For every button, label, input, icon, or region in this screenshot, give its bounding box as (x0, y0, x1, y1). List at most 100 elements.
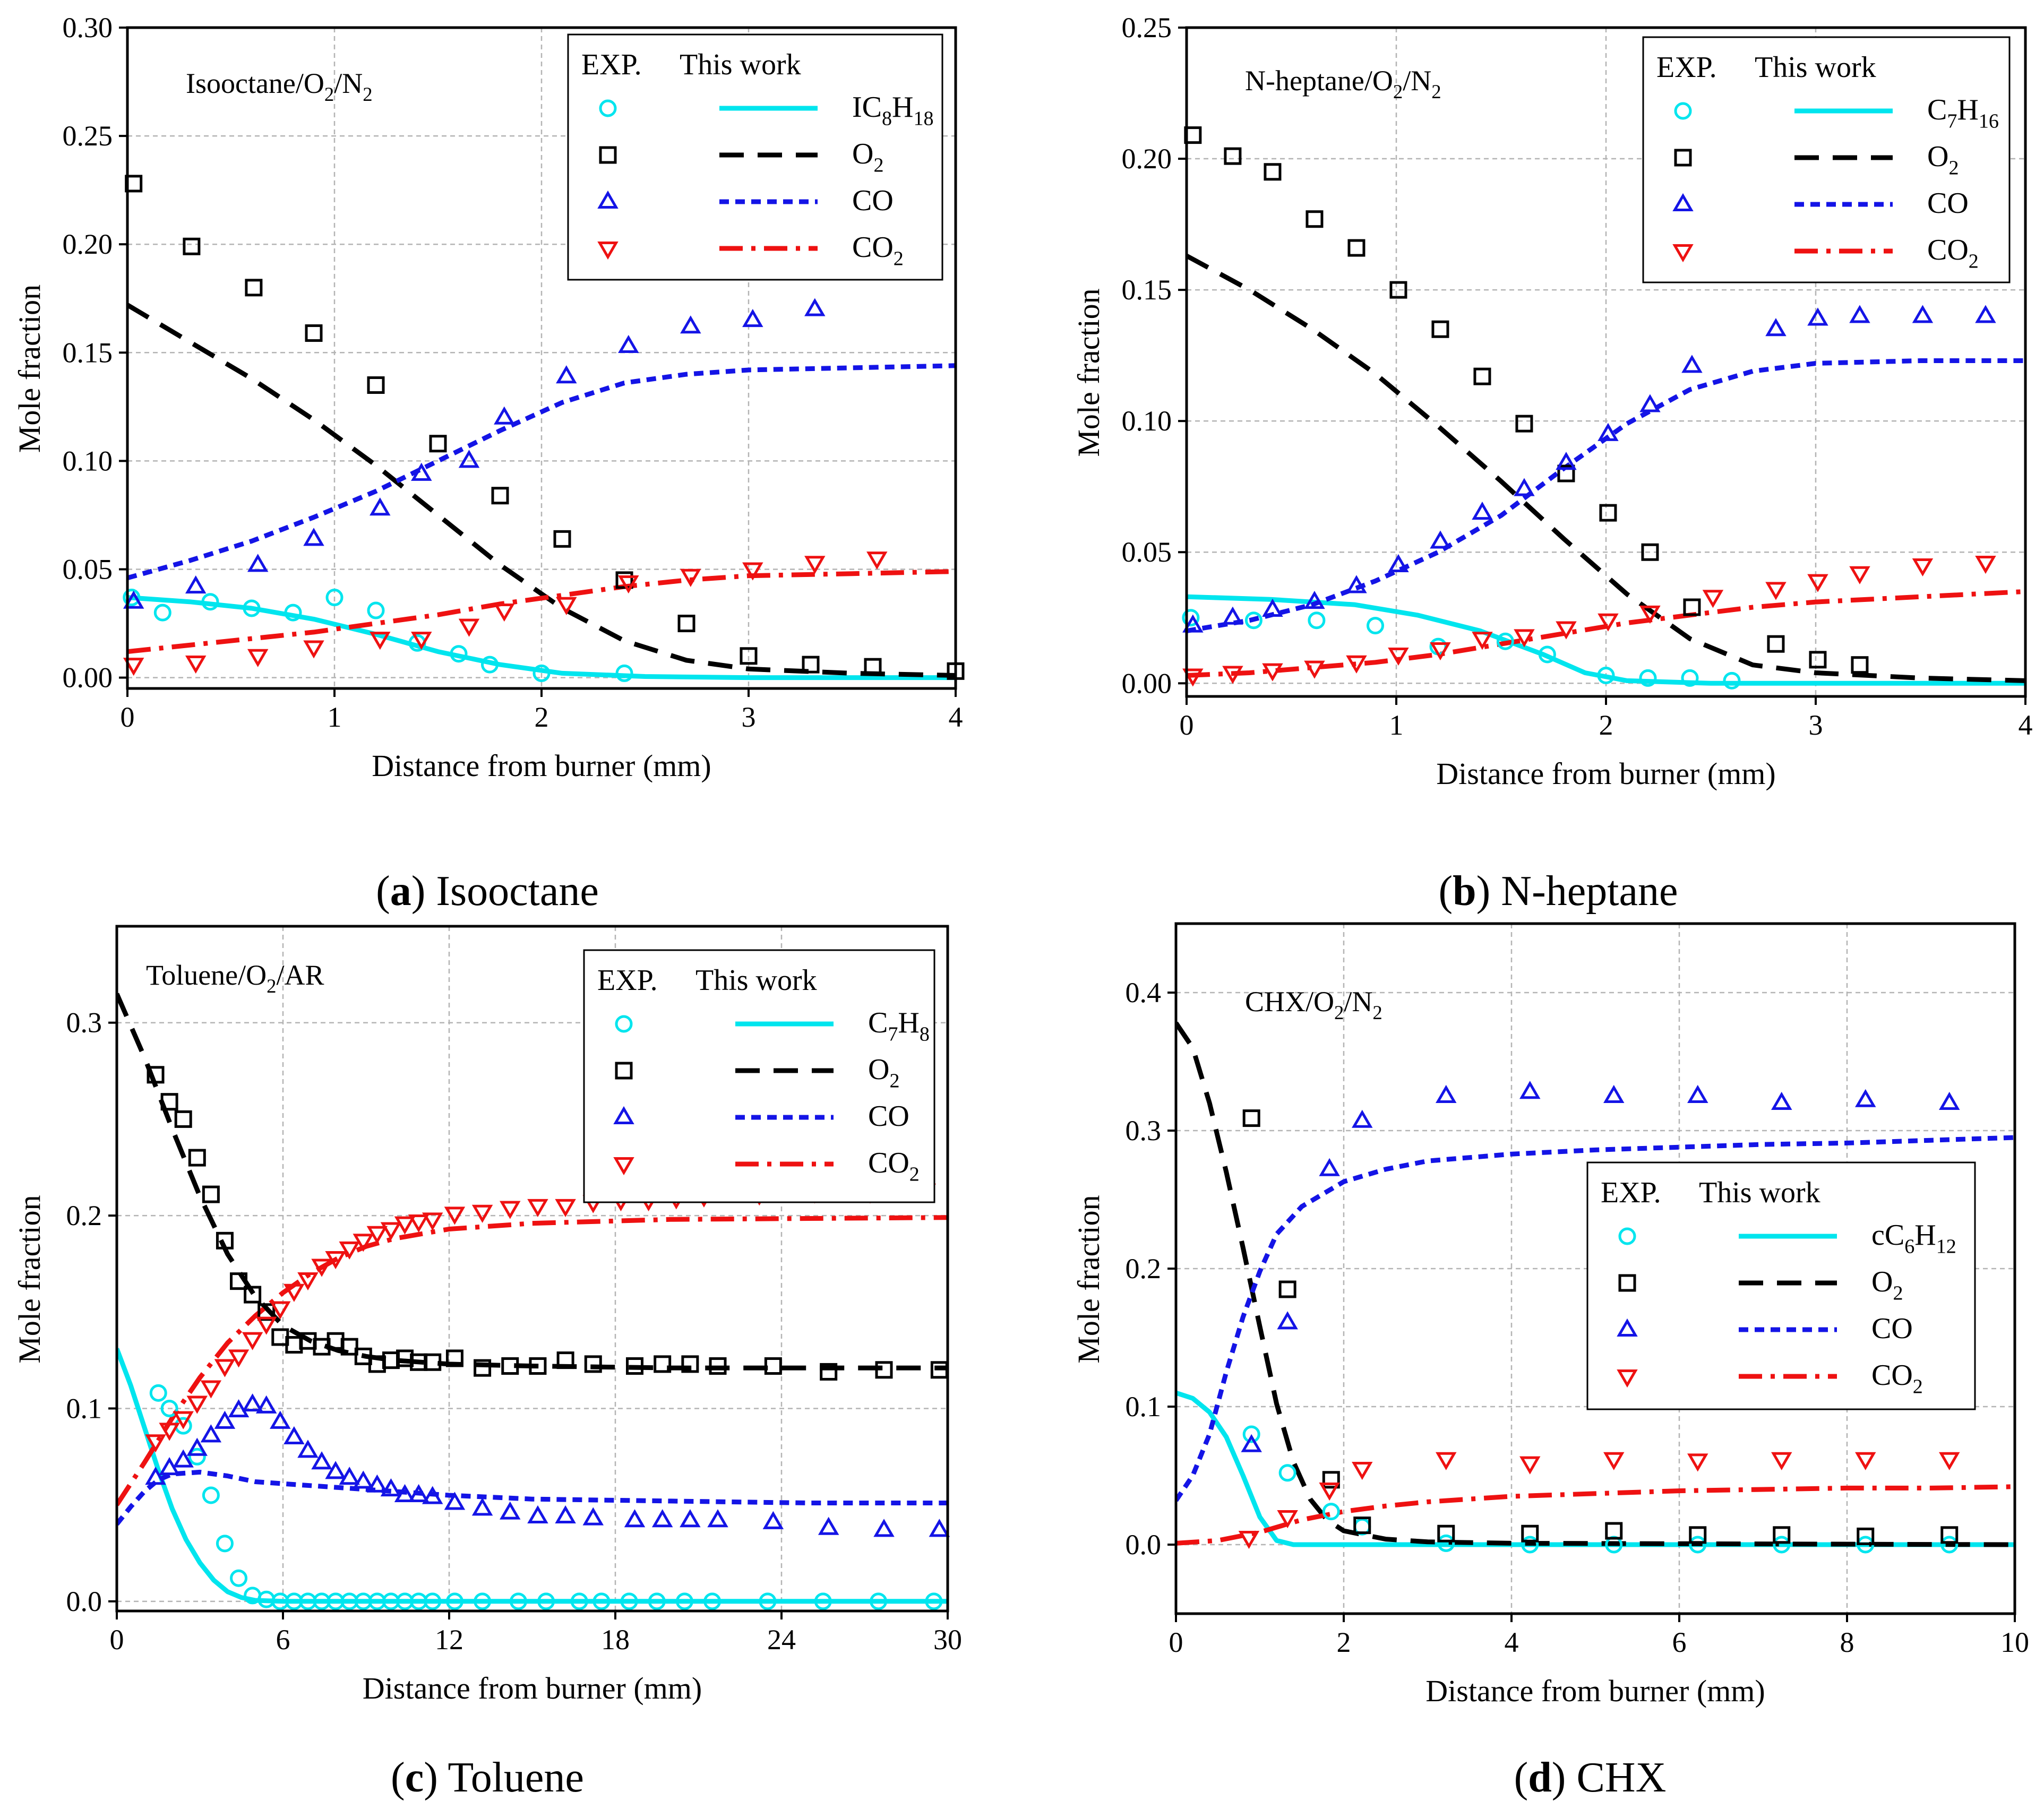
y-tick-label: 0.15 (1122, 274, 1172, 306)
data-point-triangle-down (1346, 655, 1367, 674)
data-point-triangle-up (500, 1501, 521, 1520)
legend-label: O2 (868, 1053, 900, 1092)
data-point-circle (1496, 632, 1514, 650)
data-point-triangle-down (1472, 632, 1493, 650)
data-point-triangle-up (353, 1470, 374, 1489)
data-point-square (1605, 1522, 1623, 1540)
data-point-triangle-down (186, 1395, 208, 1414)
data-point-triangle-up (1436, 1084, 1457, 1103)
plot-frame (115, 925, 949, 1613)
data-point-triangle-up (1304, 591, 1325, 609)
data-point-circle (537, 1592, 555, 1610)
data-point-square (367, 376, 385, 394)
data-point-triangle-up (284, 1426, 305, 1444)
x-tick-label: 2 (535, 701, 549, 733)
y-tick-label: 0.15 (63, 337, 113, 368)
data-point-triangle-down (1603, 1452, 1625, 1470)
exp-markers (1182, 126, 1996, 690)
data-point-circle (284, 604, 302, 622)
data-point-circle (1674, 102, 1692, 120)
data-point-triangle-up (707, 1509, 728, 1528)
data-point-triangle-up (804, 298, 826, 316)
data-point-circle (188, 1447, 206, 1466)
data-point-triangle-down (422, 1212, 443, 1231)
data-point-triangle-up (123, 590, 144, 609)
data-point-triangle-down (1304, 660, 1325, 679)
legend-header-exp: EXP. (1601, 1176, 1661, 1209)
y-tick-label: 0.00 (1122, 667, 1172, 699)
legend-label: CO (868, 1100, 909, 1133)
data-point-triangle-down (370, 632, 391, 650)
y-tick-label: 0.1 (66, 1392, 102, 1424)
data-point-triangle-down (527, 1199, 548, 1217)
data-point-square (1224, 147, 1242, 165)
data-point-triangle-up (1556, 452, 1577, 470)
data-point-triangle-up (929, 1519, 950, 1537)
data-point-square (1242, 1109, 1260, 1127)
data-point-square (174, 1110, 192, 1128)
data-point-circle (202, 1486, 220, 1504)
data-point-circle (615, 1015, 633, 1033)
data-point-triangle-up (1430, 530, 1451, 549)
data-point-triangle-down (1556, 621, 1577, 640)
data-point-square (1618, 1274, 1636, 1292)
data-point-triangle-down (353, 1234, 374, 1252)
data-point-triangle-down (1388, 647, 1409, 666)
data-point-triangle-down (1807, 574, 1828, 592)
legend-header-model: This work (1699, 1176, 1820, 1209)
data-point-circle (648, 1592, 666, 1610)
data-point-circle (870, 1592, 888, 1610)
x-tick-label: 4 (949, 701, 963, 733)
data-point-triangle-up (1388, 554, 1409, 572)
exp-markers (1238, 1081, 1960, 1554)
data-point-triangle-up (618, 334, 639, 354)
x-tick-label: 2 (1337, 1626, 1351, 1658)
data-point-triangle-down (1519, 1456, 1541, 1475)
legend-label: C7H16 (1927, 93, 1999, 133)
x-tick-label: 30 (933, 1624, 962, 1656)
data-point-triangle-up (651, 1509, 673, 1528)
model-line-o2 (1187, 253, 2025, 683)
data-point-triangle-up (325, 1461, 346, 1479)
model-line-cc6h12 (1176, 1390, 2015, 1547)
data-point-triangle-down (1702, 590, 1724, 608)
model-line-co2 (1176, 1484, 2015, 1546)
y-tick-label: 0.1 (1126, 1391, 1162, 1423)
model-line-c7h8 (117, 1348, 948, 1604)
data-point-circle (445, 1592, 463, 1610)
data-point-circle (615, 664, 633, 682)
data-point-triangle-down (680, 568, 701, 587)
data-point-square (864, 658, 882, 676)
data-point-square (1773, 1526, 1791, 1544)
data-point-square (160, 1093, 178, 1111)
data-point-triangle-down (255, 1316, 277, 1335)
x-axis-label: Distance from burner (mm) (1436, 756, 1775, 791)
data-point-triangle-down (1514, 629, 1535, 648)
data-point-circle (533, 664, 551, 682)
legend-header-exp: EXP. (1656, 51, 1717, 84)
data-point-triangle-down (270, 1301, 291, 1320)
data-point-square (424, 1353, 442, 1371)
data-point-square (1306, 210, 1324, 228)
y-tick-label: 0.3 (1126, 1115, 1162, 1147)
data-point-square (501, 1357, 519, 1375)
data-point-triangle-up (1939, 1091, 1960, 1110)
x-tick-label: 6 (276, 1624, 290, 1656)
data-point-triangle-up (1519, 1081, 1541, 1099)
data-point-triangle-up (303, 528, 324, 546)
x-tick-label: 24 (767, 1624, 796, 1656)
legend-label: O2 (1927, 140, 1959, 179)
data-point-circle (509, 1592, 527, 1610)
chart-panel-c: 0 6 12 18 24 30 0.0 0.1 0.2 0.3 Distance from burn… (12, 925, 962, 1705)
data-point-triangle-up (186, 1437, 208, 1456)
data-point-triangle-up (1849, 305, 1870, 323)
data-point-square (740, 647, 758, 665)
data-point-triangle-down (1672, 244, 1694, 263)
data-point-circle (1723, 671, 1741, 690)
x-tick-label: 1 (1389, 709, 1404, 741)
data-point-triangle-down (1222, 666, 1243, 684)
legend-label: CO2 (1871, 1359, 1923, 1398)
data-point-square (875, 1361, 893, 1379)
data-point-triangle-down (311, 1259, 332, 1277)
